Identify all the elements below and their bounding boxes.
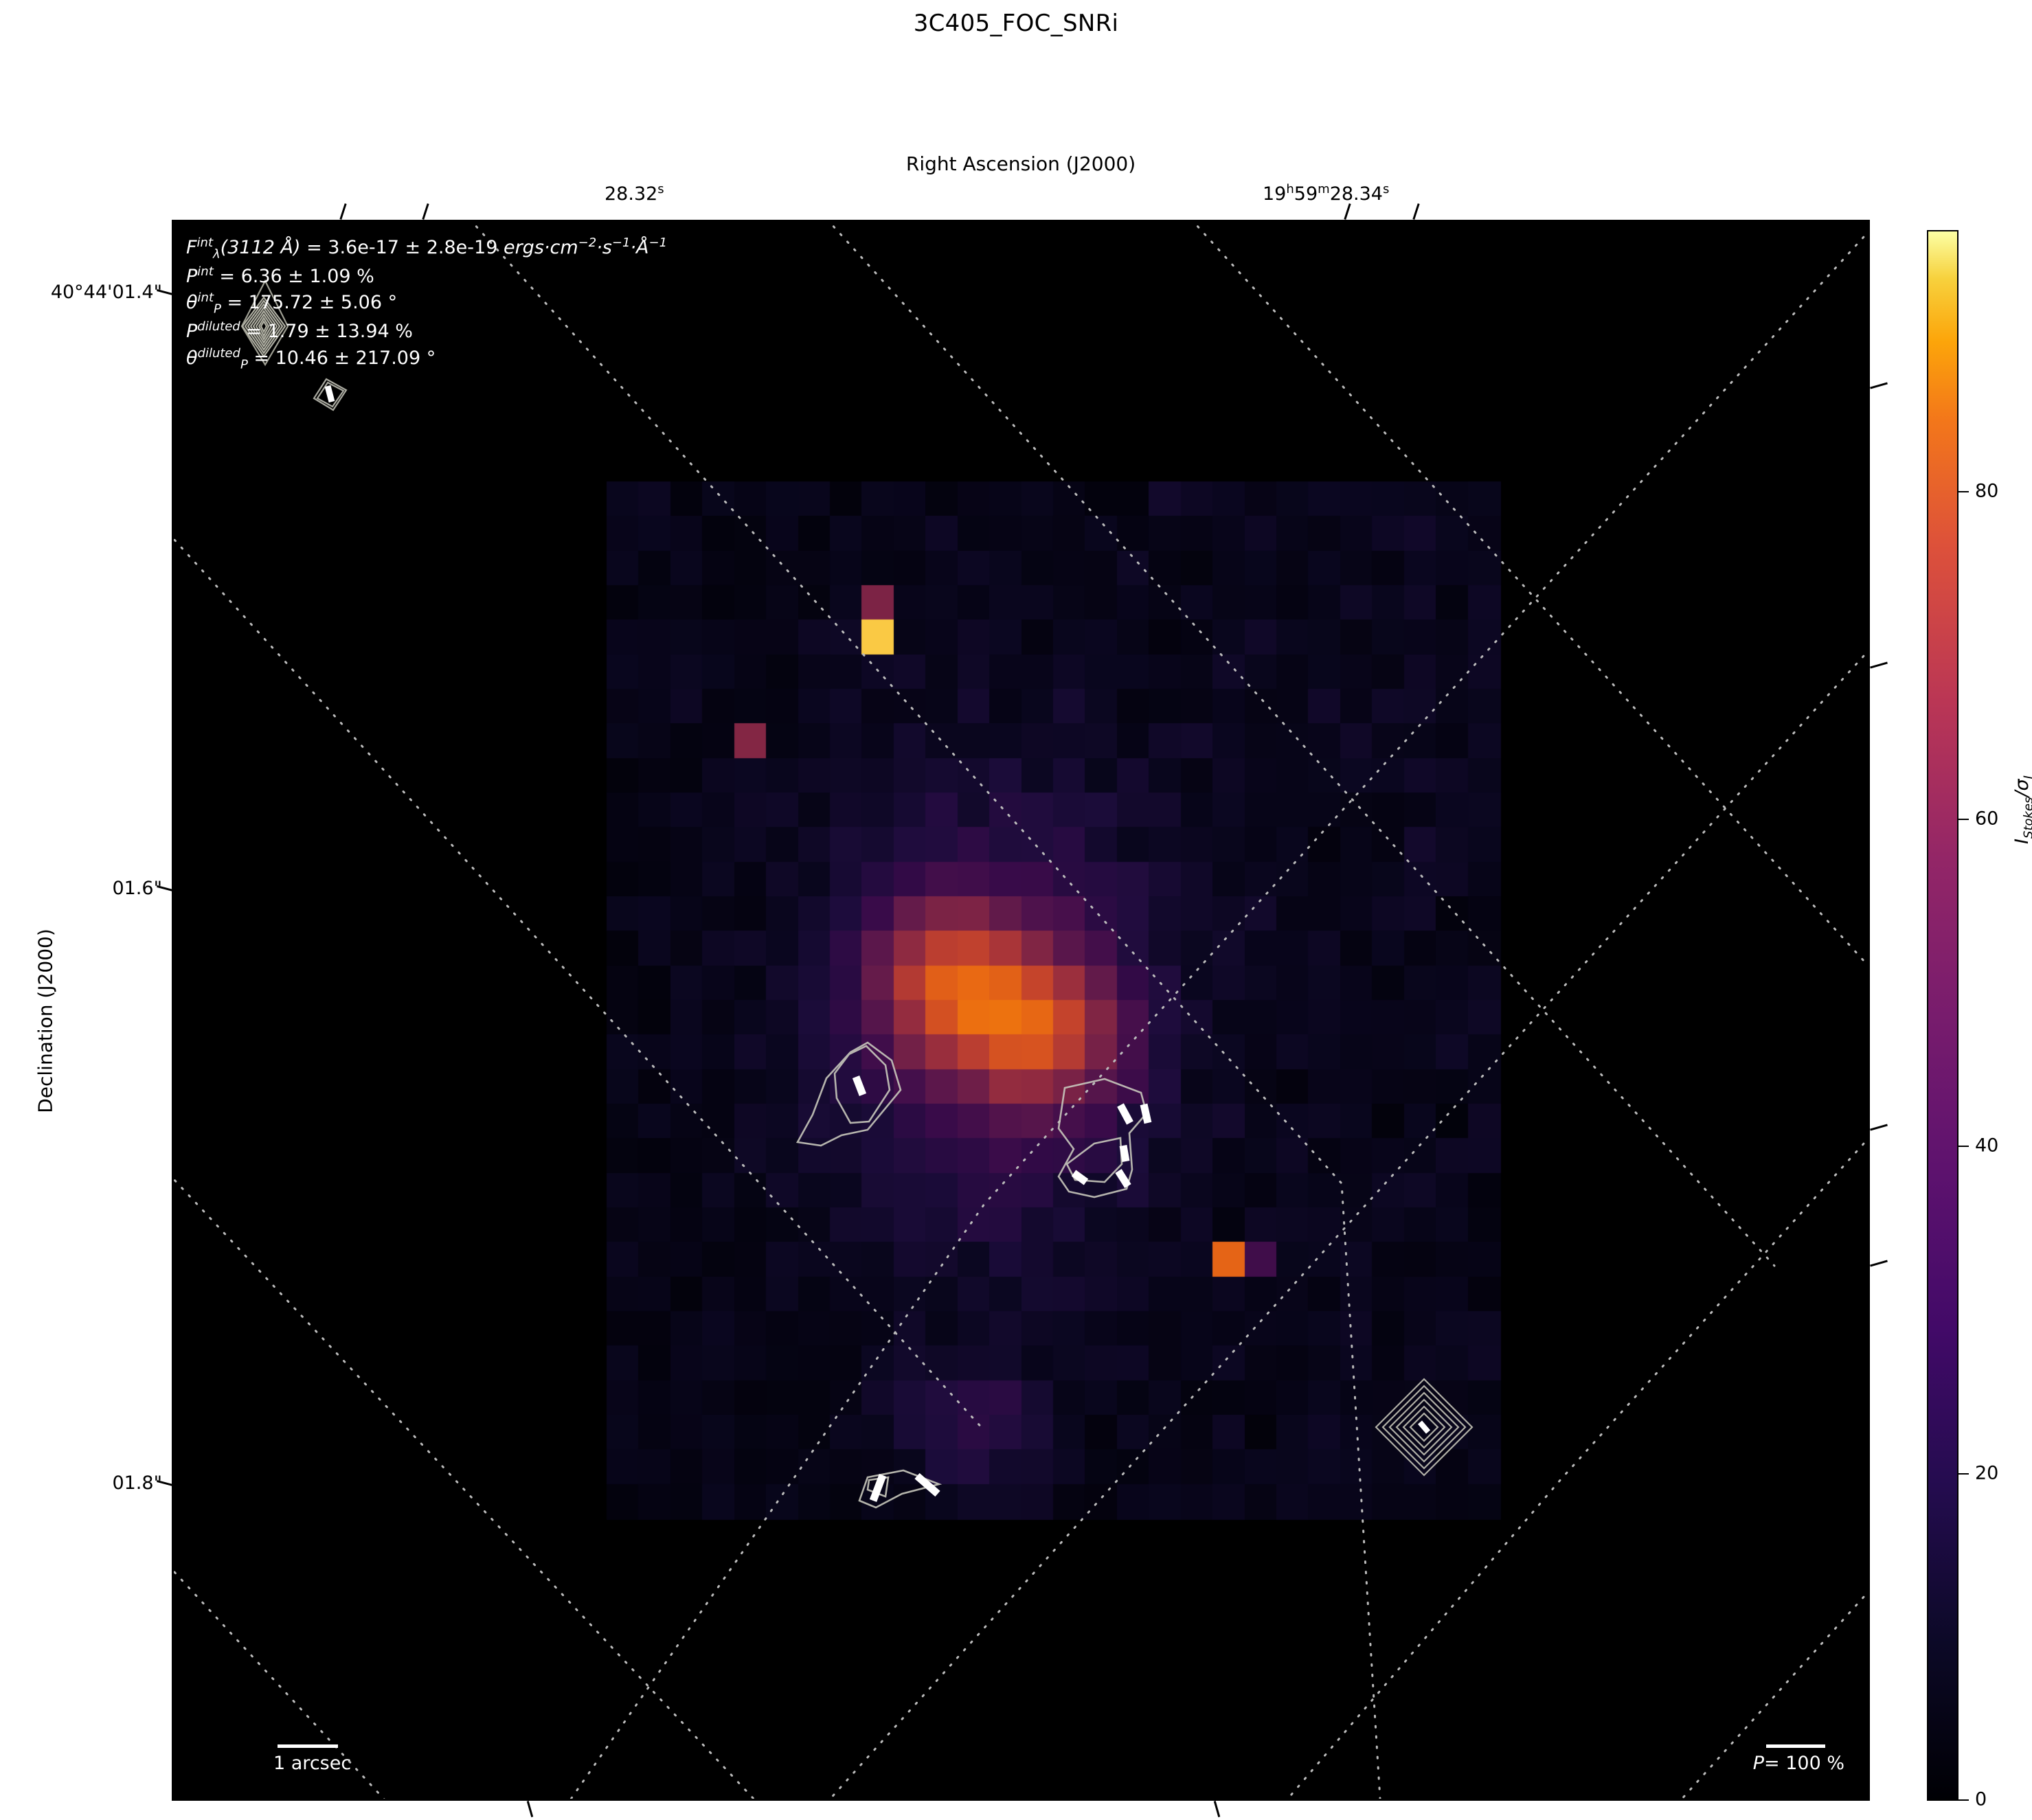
- colorbar-tick-0: [1958, 1799, 1969, 1801]
- stokes-i-heatmap: [174, 222, 1868, 1799]
- axis-tick-top-4: [1412, 203, 1420, 220]
- axis-tick-bottom-1: [526, 1801, 534, 1817]
- axis-tick-right-1: [1870, 382, 1888, 389]
- colorbar-tick-20: [1958, 1473, 1969, 1475]
- colorbar-tick-label-60: 60: [1975, 808, 1999, 830]
- axis-tick-top-3: [1344, 203, 1351, 220]
- colorbar-axis-label: IStokes/σI: [2011, 775, 2032, 844]
- annotation-p-diluted: Pdiluted = 1.79 ± 13.94 %: [186, 319, 413, 342]
- angular-scale-bar-label: 1 arcsec: [273, 1753, 352, 1774]
- axis-tick-right-4: [1870, 1260, 1888, 1267]
- annotation-theta-int: θintP = 175.72 ± 5.06 °: [186, 291, 398, 317]
- annotation-p-int: Pint = 6.36 ± 1.09 %: [186, 264, 374, 287]
- colorbar[interactable]: 0 20 40 60 80 IStokes/σI: [1927, 230, 2032, 1810]
- angular-scale-bar-line: [278, 1744, 338, 1748]
- colorbar-tick-40: [1958, 1146, 1969, 1147]
- polarization-scale-bar-label: = 100 %: [1764, 1753, 1844, 1774]
- page-title: 3C405_FOC_SNRi: [913, 10, 1119, 37]
- annotation-theta-diluted: θdilutedP = 10.46 ± 217.09 °: [186, 345, 436, 372]
- colorbar-tick-label-80: 80: [1975, 480, 1999, 502]
- axis-tick-right-3: [1870, 1124, 1888, 1131]
- colorbar-tick-60: [1958, 819, 1969, 820]
- angular-scale-bar: 1 arcsec: [273, 1744, 351, 1774]
- polarization-scale-bar-line: [1766, 1744, 1825, 1748]
- x-axis-label: Right Ascension (J2000): [905, 152, 1136, 175]
- polarization-scale-bar: P= 100 %: [1753, 1744, 1844, 1774]
- axis-tick-top-1: [339, 203, 347, 220]
- polarization-scale-bar-symbol: P: [1752, 1753, 1765, 1774]
- dec-tick-label-3: 01.8": [112, 1472, 162, 1494]
- sky-image-plot[interactable]: Fintλ(3112 Å) = 3.6e-17 ± 2.8e-19 ergs·c…: [172, 220, 1870, 1801]
- colorbar-tick-label-20: 20: [1975, 1462, 1999, 1484]
- y-axis-label: Declination (J2000): [34, 929, 57, 1113]
- axis-tick-top-2: [422, 203, 429, 220]
- colorbar-tick-label-40: 40: [1975, 1135, 1999, 1157]
- colorbar-tick-label-0: 0: [1975, 1788, 1987, 1810]
- dec-tick-label-2: 01.6": [112, 878, 162, 899]
- ra-tick-label-1: 28.32s: [605, 182, 664, 205]
- colorbar-tick-80: [1958, 491, 1969, 492]
- ra-tick-label-2: 19h59m28.34s: [1263, 182, 1390, 205]
- annotation-flux-int: Fintλ(3112 Å) = 3.6e-17 ± 2.8e-19 ergs·c…: [186, 236, 668, 262]
- dec-tick-label-1: 40°44'01.4": [50, 282, 162, 303]
- colorbar-gradient: [1927, 230, 1958, 1801]
- measurement-annotations: Fintλ(3112 Å) = 3.6e-17 ± 2.8e-19 ergs·c…: [186, 234, 667, 373]
- axis-tick-right-2: [1870, 661, 1888, 669]
- axis-tick-bottom-2: [1213, 1801, 1221, 1817]
